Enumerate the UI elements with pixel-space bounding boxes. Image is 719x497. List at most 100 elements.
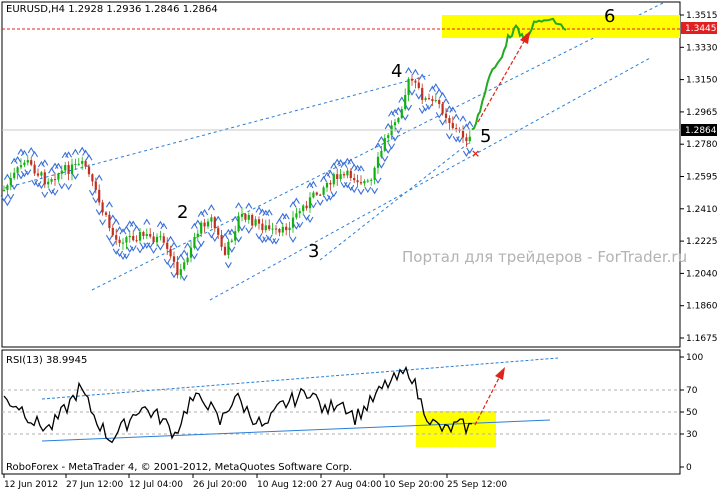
fractal-up (95, 174, 103, 181)
fractal-up (197, 210, 205, 218)
fractal-down (415, 93, 423, 100)
fractal-up (306, 181, 314, 189)
fractal-down (388, 143, 396, 150)
fractal-down (207, 232, 215, 239)
fractal-down (17, 173, 25, 180)
fractal-up (122, 225, 130, 232)
forecast-line (471, 17, 567, 131)
time-tick-label: 27 Aug 04:00 (321, 480, 382, 490)
rsi-highlight-zone (416, 411, 496, 447)
fractal-up (330, 162, 338, 169)
candle-body (376, 156, 380, 168)
rsi-upper-trendline (41, 357, 559, 400)
candle-body (203, 222, 206, 227)
fractal-up (462, 123, 470, 130)
time-tick-label: 10 Aug 12:00 (257, 480, 318, 490)
fractal-down (109, 240, 117, 247)
fractal-down (309, 202, 317, 209)
fractal-down (255, 233, 263, 240)
fractal-down (371, 188, 379, 195)
candle-body (135, 240, 138, 242)
candlestick-series (2, 74, 471, 280)
candle-body (302, 205, 305, 212)
time-tick-label: 27 Jun 12:00 (66, 480, 123, 490)
time-tick-label: 12 Jun 2012 (4, 480, 58, 490)
candle-body (67, 165, 70, 175)
candle-body (295, 213, 298, 218)
fractal-down (34, 181, 42, 188)
fractal-up (231, 215, 239, 223)
fractal-down (456, 136, 464, 143)
candle-body (356, 180, 359, 183)
candle-body (278, 229, 281, 233)
svg-text:1.2864: 1.2864 (685, 126, 717, 136)
candle-body (288, 227, 291, 231)
candle-body (87, 166, 91, 175)
time-tick-label: 12 Jul 04:00 (129, 480, 183, 490)
copyright-text: RoboForex - MetaTrader 4, © 2001-2012, M… (6, 462, 352, 473)
candle-body (183, 262, 186, 270)
fractal-up (112, 218, 120, 225)
fractal-up (224, 228, 232, 236)
fractal-up (177, 253, 185, 261)
candle-body (346, 170, 349, 176)
channel-line (4, 74, 431, 189)
candle-body (397, 117, 400, 123)
fractal-down (326, 194, 334, 201)
price-tick-label: 1.3150 (686, 76, 718, 86)
time-tick-label: 25 Sep 12:00 (447, 480, 507, 490)
fractal-up (394, 106, 402, 114)
rsi-forecast-arrow (474, 373, 502, 426)
candle-body (166, 242, 169, 249)
candle-body (465, 137, 468, 142)
fractal-down (116, 250, 124, 257)
fractal-up (347, 158, 355, 165)
candle-body (176, 261, 179, 275)
candle-body (373, 167, 376, 180)
candle-body (60, 170, 63, 174)
fractal-down (245, 227, 253, 234)
fractal-down (194, 245, 202, 252)
fractal-up (262, 209, 270, 217)
price-axis: 1.3515 1.3330 1.3150 1.2965 1.2780 1.2595 1.24… (680, 11, 718, 344)
candle-body (407, 78, 410, 95)
candle-body (217, 228, 220, 235)
candle-body (353, 178, 356, 181)
fractal-down (156, 244, 164, 251)
candle-body (274, 228, 278, 230)
fractal-down (197, 240, 205, 248)
fractal-down (224, 262, 232, 269)
candle-body (315, 192, 318, 195)
fractal-down (31, 179, 39, 186)
fractal-down (401, 114, 409, 121)
forecast-arrow-main (477, 37, 527, 123)
fractal-up (340, 161, 348, 168)
fractal-down (88, 189, 96, 197)
candle-body (400, 109, 403, 118)
fractal-up (405, 67, 413, 74)
fractal-up (54, 162, 62, 169)
candle-body (268, 225, 271, 230)
fractal-down (7, 193, 15, 201)
candle-body (244, 213, 247, 220)
candle-body (186, 257, 189, 263)
fractal-up (129, 220, 137, 227)
fractal-up (167, 235, 175, 243)
candle-body (43, 172, 46, 185)
candle-body (319, 194, 322, 196)
fractal-down (122, 253, 130, 260)
candle-body (30, 160, 33, 165)
fractal-down (24, 169, 32, 176)
fractal-down (289, 236, 297, 243)
candle-body (179, 269, 182, 275)
fractal-down (272, 238, 280, 245)
fractal-down (364, 186, 372, 194)
candle-body (40, 172, 43, 176)
candle-body (98, 189, 101, 203)
candle-body (393, 122, 397, 126)
fractal-up (31, 150, 39, 158)
fractal-up (133, 225, 141, 232)
candle-body (285, 226, 288, 231)
fractal-up (170, 241, 178, 248)
